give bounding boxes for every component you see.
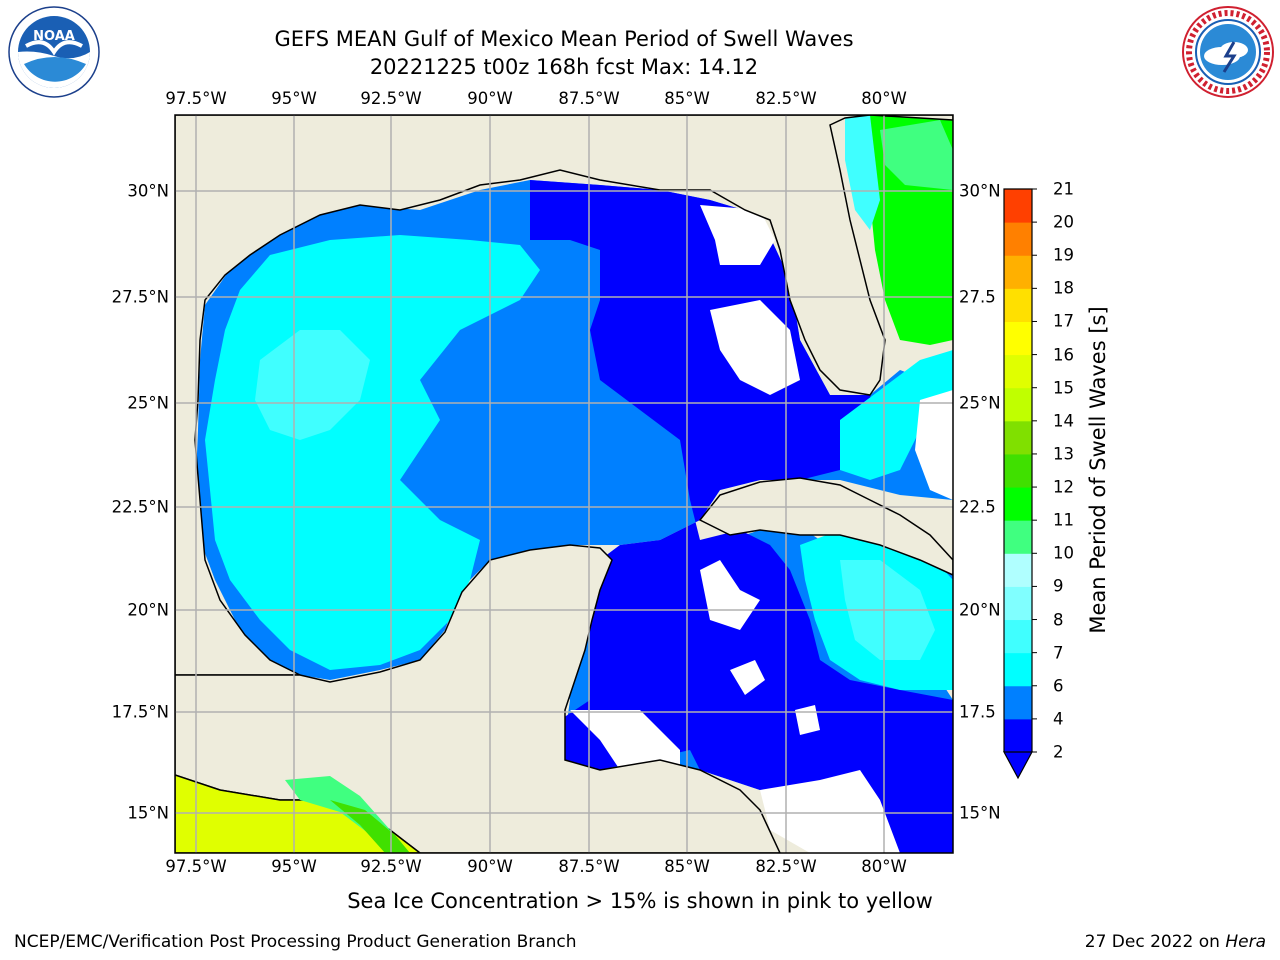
- colorbar-label: Mean Period of Swell Waves [s]: [1086, 306, 1110, 634]
- colorbar-swatch: [1004, 520, 1032, 554]
- credit-date: 27 Dec 2022 on Hera: [1084, 932, 1266, 952]
- atlantic-lightgreen: [880, 120, 953, 190]
- colorbar-tick-label: 14: [1053, 411, 1074, 431]
- no-data-patches: [570, 205, 953, 853]
- colorbar-tick-label: 13: [1053, 444, 1074, 464]
- lat-tick-left: 27.5°N: [111, 287, 169, 307]
- lon-tick-top: 87.5°W: [558, 89, 620, 108]
- colorbar-tick-label: 16: [1053, 345, 1074, 365]
- credit-branch: NCEP/EMC/Verification Post Processing Pr…: [14, 932, 577, 952]
- colorbar-swatch: [1004, 685, 1032, 720]
- lat-tick-right: 22.5: [959, 497, 996, 517]
- colorbar-swatch: [1004, 652, 1032, 687]
- colorbar-swatch: [1004, 222, 1032, 256]
- colorbar-swatch: [1004, 255, 1032, 289]
- lon-tick-top: 85°W: [664, 89, 710, 108]
- lat-tick-left: 17.5°N: [111, 702, 169, 722]
- colorbar-swatch: [1004, 553, 1032, 587]
- sea-ice-note: Sea Ice Concentration > 15% is shown in …: [347, 889, 933, 913]
- lon-tick-bottom: 85°W: [664, 857, 710, 876]
- lon-tick-bottom: 97.5°W: [165, 857, 227, 876]
- colorbar-tick-label: 4: [1053, 709, 1064, 729]
- lon-tick-top: 92.5°W: [360, 89, 422, 108]
- chart-title: GEFS MEAN Gulf of Mexico Mean Period of …: [274, 27, 854, 51]
- nws-logo: [1182, 6, 1274, 98]
- strait-cyan: [840, 350, 953, 480]
- colorbar-tick-label: 19: [1053, 245, 1074, 265]
- svg-text:NOAA: NOAA: [33, 29, 75, 44]
- lon-tick-bottom: 90°W: [467, 857, 513, 876]
- dark-blue-east: [530, 180, 953, 853]
- lon-tick-top: 82.5°W: [755, 89, 817, 108]
- lat-tick-right: 30°N: [959, 181, 1001, 201]
- lon-tick-top: 97.5°W: [165, 89, 227, 108]
- colorbar-tick-label: 10: [1053, 543, 1074, 563]
- lat-tick-left: 25°N: [127, 393, 169, 413]
- colorbar-tick-label: 6: [1053, 676, 1064, 696]
- lat-tick-right: 17.5: [959, 702, 996, 722]
- colorbar-tick-label: 12: [1053, 477, 1074, 497]
- graticule: [175, 115, 953, 853]
- lat-tick-right: 15°N: [959, 803, 1001, 823]
- colorbar-tick-label: 15: [1053, 378, 1074, 398]
- noaa-logo: NOAA: [8, 6, 100, 98]
- colorbar-swatch: [1004, 321, 1032, 356]
- cyan-light: [255, 330, 370, 440]
- colorbar-swatch: [1004, 288, 1032, 322]
- map-frame: [174, 114, 954, 854]
- chart-subtitle: 20221225 t00z 168h fcst Max: 14.12: [369, 55, 759, 79]
- colorbar-tick-label: 9: [1053, 576, 1064, 596]
- lon-tick-bottom: 87.5°W: [558, 857, 620, 876]
- lon-tick-top: 95°W: [271, 89, 317, 108]
- colorbar-tick-label: 17: [1053, 311, 1074, 331]
- colorbar-tick-label: 21: [1053, 179, 1074, 199]
- colorbar-swatch: [1004, 354, 1032, 389]
- colorbar-swatch: [1004, 718, 1032, 753]
- colorbar-swatches: [1000, 185, 1040, 785]
- lat-tick-left: 22.5°N: [111, 497, 169, 517]
- colorbar-swatch: [1004, 420, 1032, 455]
- colorbar-swatch: [1004, 487, 1032, 521]
- lat-tick-right: 20°N: [959, 600, 1001, 620]
- colorbar-extend-min: [1002, 751, 1034, 780]
- atlantic-cyan: [845, 115, 880, 230]
- lat-tick-left: 20°N: [127, 600, 169, 620]
- colorbar-swatch: [1004, 387, 1032, 422]
- colorbar-swatch: [1004, 619, 1032, 654]
- colorbar-swatch: [1004, 453, 1032, 488]
- colorbar-frame: [1003, 188, 1033, 752]
- colorbar-tick-label: 20: [1053, 212, 1074, 232]
- colorbar-tick-label: 18: [1053, 278, 1074, 298]
- lat-tick-right: 27.5: [959, 287, 996, 307]
- lon-tick-bottom: 95°W: [271, 857, 317, 876]
- colorbar-tick-label: 11: [1053, 510, 1074, 530]
- colorbar-swatch: [1004, 586, 1032, 621]
- lon-tick-bottom: 92.5°W: [360, 857, 422, 876]
- colorbar-tick-label: 8: [1053, 610, 1064, 630]
- us-gulf-coast: [175, 115, 953, 676]
- lon-tick-top: 90°W: [467, 89, 513, 108]
- lon-tick-top: 80°W: [861, 89, 907, 108]
- colorbar-tick-label: 2: [1053, 742, 1064, 762]
- lat-tick-left: 30°N: [127, 181, 169, 201]
- lat-tick-left: 15°N: [127, 803, 169, 823]
- lon-tick-bottom: 82.5°W: [755, 857, 817, 876]
- colorbar-tick-label: 7: [1053, 643, 1064, 663]
- landmasses: [175, 115, 953, 853]
- lat-tick-right: 25°N: [959, 393, 1001, 413]
- colorbar-swatch: [1004, 189, 1032, 223]
- map-panel: [175, 115, 953, 853]
- lon-tick-bottom: 80°W: [861, 857, 907, 876]
